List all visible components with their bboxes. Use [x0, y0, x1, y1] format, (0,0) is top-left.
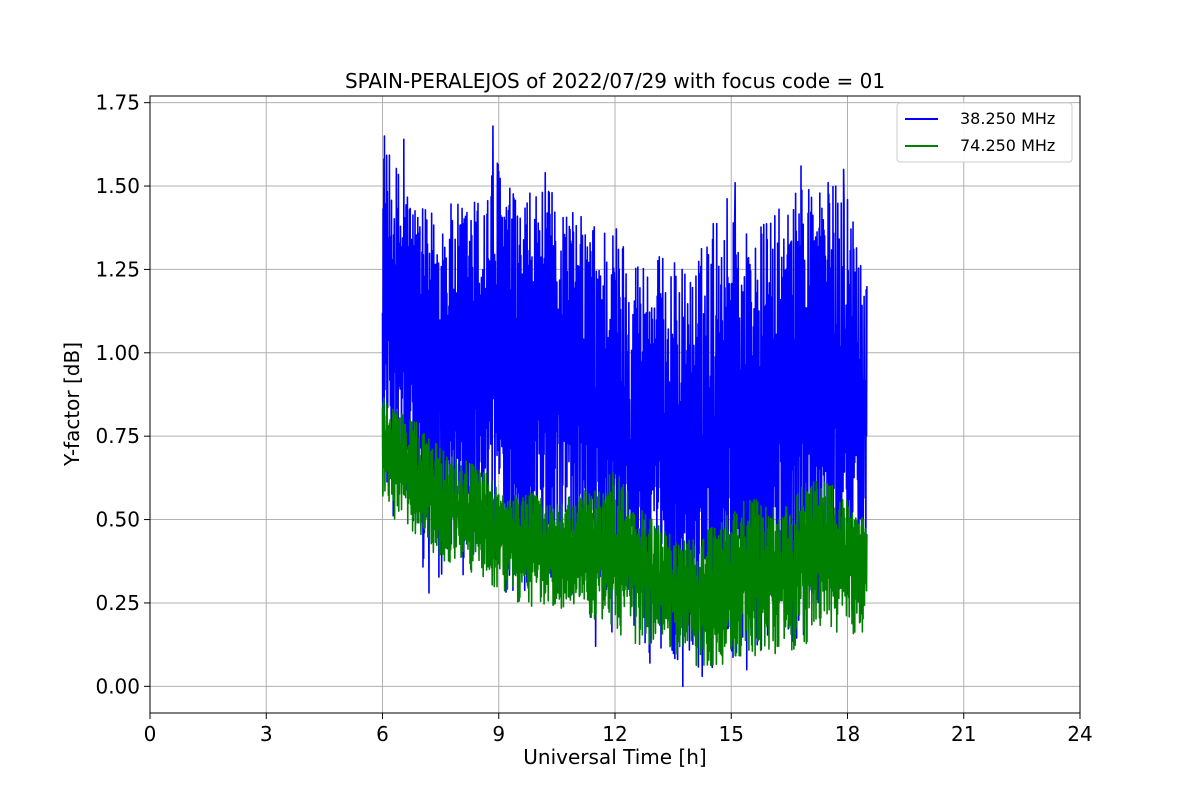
series-layer — [381, 125, 868, 688]
x-tick-label: 0 — [144, 722, 157, 746]
x-tick-label: 9 — [492, 722, 505, 746]
x-tick-label: 12 — [602, 722, 627, 746]
y-tick-label: 0.25 — [95, 591, 140, 615]
x-tick-label: 15 — [719, 722, 744, 746]
x-tick-label: 3 — [260, 722, 273, 746]
x-axis-label: Universal Time [h] — [523, 745, 706, 769]
y-tick-label: 0.75 — [95, 424, 140, 448]
x-tick-label: 18 — [835, 722, 860, 746]
series-line-74-mhz — [381, 397, 868, 667]
tick-layer: 0 3 6 9 12 15 18 21 24 0.00 0.25 0.50 0.75 1.00 1.25 1.… — [95, 91, 1092, 746]
x-tick-label: 24 — [1067, 722, 1092, 746]
y-tick-label: 1.00 — [95, 341, 140, 365]
y-tick-label: 1.25 — [95, 257, 140, 281]
legend: 38.250 MHz 74.250 MHz — [896, 102, 1073, 163]
y-tick-label: 1.75 — [95, 91, 140, 115]
series-line-38-mhz — [381, 125, 868, 688]
y-tick-label: 1.50 — [95, 174, 140, 198]
legend-label-74-mhz: 74.250 MHz — [960, 136, 1055, 155]
x-tick-label: 6 — [376, 722, 389, 746]
y-tick-label: 0.50 — [95, 508, 140, 532]
legend-box — [896, 102, 1073, 163]
legend-label-38-mhz: 38.250 MHz — [960, 109, 1055, 128]
y-tick-label: 0.00 — [95, 674, 140, 698]
x-tick-label: 21 — [951, 722, 976, 746]
chart-title: SPAIN-PERALEJOS of 2022/07/29 with focus… — [345, 69, 885, 93]
y-axis-label: Y-factor [dB] — [60, 342, 84, 467]
